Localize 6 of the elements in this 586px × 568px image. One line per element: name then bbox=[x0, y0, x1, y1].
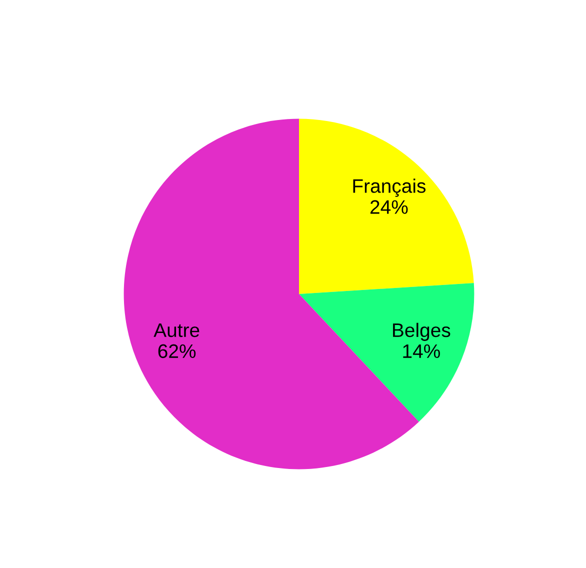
data-label: 24% bbox=[370, 200, 408, 214]
slice-label: Belges bbox=[393, 322, 450, 341]
data-label: 14% bbox=[403, 344, 440, 358]
slice-label: Autre bbox=[154, 324, 200, 338]
data-label: 62% bbox=[158, 344, 196, 358]
slice-label: Français bbox=[353, 178, 426, 197]
